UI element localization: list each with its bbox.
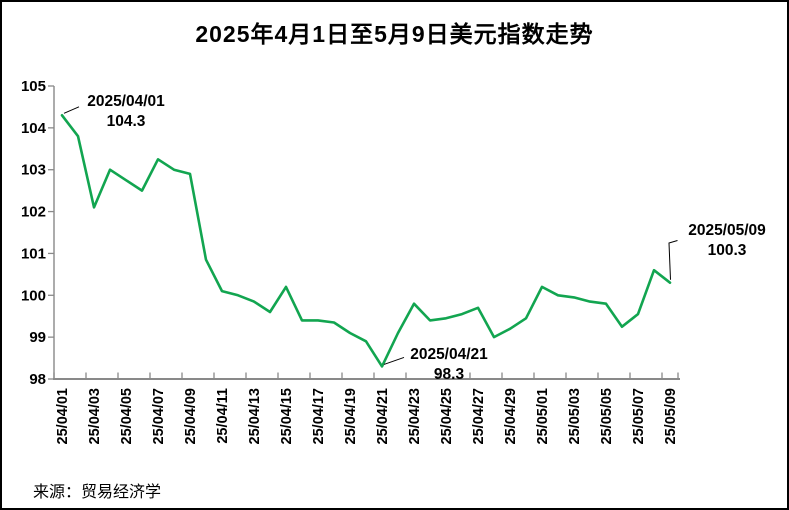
y-axis-label: 99 — [29, 329, 46, 346]
annotation-leader — [668, 240, 678, 280]
annotation-date: 2025/04/01 — [87, 93, 165, 110]
annotation-leader — [383, 356, 405, 365]
annotation-date: 2025/05/09 — [688, 222, 766, 239]
x-axis-label: 25/04/13 — [247, 388, 263, 444]
annotation-2025-04-01: 2025/04/01 104.3 — [77, 92, 175, 132]
x-axis-label: 25/04/25 — [439, 388, 455, 444]
x-axis-label: 25/04/17 — [311, 388, 327, 444]
y-axis-label: 102 — [21, 204, 46, 221]
usd-index-series-line — [60, 114, 672, 368]
y-axis-label: 104 — [21, 120, 47, 137]
annotation-value: 98.3 — [433, 366, 465, 383]
x-axis-label: 25/04/27 — [471, 388, 487, 444]
y-axis-label: 101 — [21, 245, 46, 262]
x-axis-label: 25/04/03 — [87, 388, 103, 444]
x-axis-label: 25/04/29 — [503, 388, 519, 444]
x-axis-label: 25/04/01 — [55, 388, 71, 444]
x-axis-label: 25/04/15 — [279, 388, 295, 444]
annotation-value: 100.3 — [707, 242, 747, 259]
x-axis-label: 25/04/23 — [407, 388, 423, 444]
x-axis-label: 25/05/09 — [663, 388, 679, 444]
x-axis-label: 25/04/19 — [343, 388, 359, 444]
x-axis-label: 25/05/03 — [567, 388, 583, 444]
y-axis-label: 105 — [21, 78, 46, 95]
x-axis-label: 25/04/11 — [215, 388, 231, 444]
x-axis-label: 25/05/01 — [535, 388, 551, 444]
x-axis-label: 25/05/07 — [631, 388, 647, 444]
x-axis-label: 25/05/05 — [599, 388, 615, 444]
y-axis-label: 100 — [21, 287, 46, 304]
chart-title: 2025年4月1日至5月9日美元指数走势 — [195, 21, 594, 47]
source-label: 来源：贸易经济学 — [33, 484, 162, 501]
annotation-leader — [63, 106, 80, 114]
x-axis-label: 25/04/09 — [183, 388, 199, 444]
annotation-2025-05-09: 2025/05/09 100.3 — [678, 221, 776, 261]
x-axis-label: 25/04/07 — [151, 388, 167, 444]
y-axis-label: 98 — [29, 371, 46, 388]
annotation-value: 104.3 — [106, 113, 146, 130]
x-axis-label: 25/04/21 — [375, 388, 391, 444]
annotation-date: 2025/04/21 — [410, 346, 488, 363]
annotation-2025-04-21: 2025/04/21 98.3 — [400, 345, 498, 385]
x-axis-label: 25/04/05 — [119, 388, 135, 444]
y-axis-label: 103 — [21, 162, 46, 179]
